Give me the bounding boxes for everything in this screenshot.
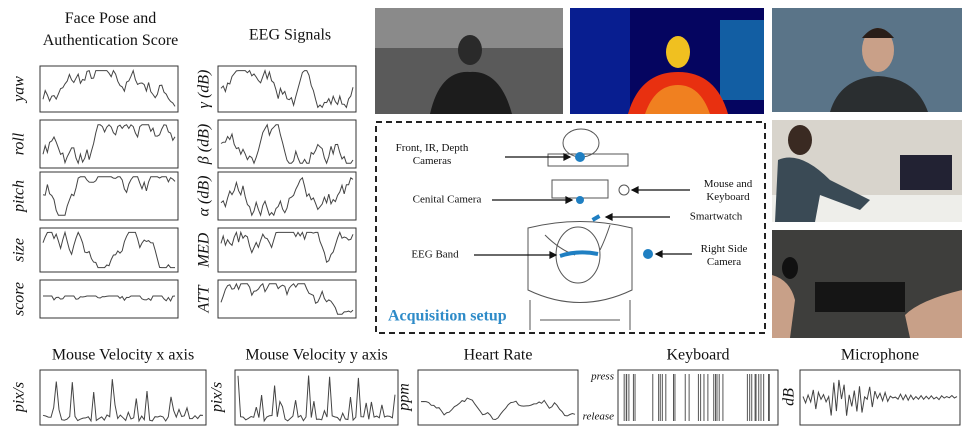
plot-frame (217, 171, 357, 221)
plot-title: Keyboard (666, 347, 729, 364)
setup-label: Cenital Camera (413, 194, 482, 206)
axis-label: pitch (11, 180, 28, 213)
axis-label: release (583, 411, 614, 423)
signal-trace (220, 230, 354, 264)
plot-frame (39, 119, 179, 169)
plot-frame (217, 227, 357, 273)
signal-trace (220, 68, 354, 109)
photo-lateral (772, 120, 962, 222)
watch-icon (591, 214, 601, 222)
axis-label: pix/s (209, 382, 226, 413)
eeg-title: EEG Signals (249, 27, 331, 44)
setup-label: EEG Band (411, 249, 459, 261)
axis-label: α (dB) (196, 176, 213, 217)
signal-trace (220, 176, 354, 217)
axis-label: pix/s (11, 382, 28, 413)
signal-trace (237, 375, 396, 423)
axis-label: dB (781, 388, 798, 406)
signal-trace (42, 176, 176, 216)
axis-label: β (dB) (196, 124, 213, 165)
camera-icon (643, 249, 653, 259)
signal-trace (220, 282, 354, 315)
axis-label: press (590, 371, 614, 383)
signal-trace (420, 397, 576, 421)
plot-frame (217, 65, 357, 113)
photo-side-front (772, 8, 962, 112)
signal-trace (42, 379, 204, 423)
setup-label: Mouse and Keyboard (704, 178, 753, 203)
signal-trace (42, 68, 176, 107)
camera-icon (576, 196, 584, 204)
plot-title: Heart Rate (464, 347, 533, 364)
setup-label: Smartwatch (690, 211, 743, 223)
plot-frame (417, 369, 579, 426)
face-title: Face Pose and Authentication Score (42, 10, 179, 49)
signal-trace (42, 124, 176, 165)
plot-frame (217, 279, 357, 319)
eeg-band-icon (559, 250, 599, 258)
signal-trace (42, 230, 175, 269)
signal-trace (220, 123, 354, 165)
signal-trace (43, 295, 176, 303)
setup-label: Right Side Camera (701, 243, 748, 268)
camera-icon (575, 152, 585, 162)
setup-label: Front, IR, Depth Cameras (396, 142, 469, 167)
axis-label: MED (196, 232, 213, 268)
setup-arrows (474, 153, 692, 259)
photo-front (375, 8, 563, 114)
plot-title: Mouse Velocity x axis (52, 347, 194, 364)
signal-trace (802, 379, 958, 416)
plot-title: Mouse Velocity y axis (245, 347, 387, 364)
plot-frame (39, 369, 207, 426)
photo-depth (570, 8, 764, 114)
axis-label: size (11, 238, 28, 262)
axis-label: score (11, 282, 28, 316)
axis-label: roll (11, 132, 28, 155)
plot-frame (39, 171, 179, 221)
photo-cenital (772, 230, 962, 338)
axis-label: yaw (11, 76, 28, 104)
setup-title: Acquisition setup (388, 308, 507, 325)
axis-label: γ (dB) (196, 70, 213, 109)
plot-title: Microphone (841, 347, 919, 364)
axis-label: ppm (396, 383, 413, 412)
axis-label: ATT (196, 284, 213, 313)
